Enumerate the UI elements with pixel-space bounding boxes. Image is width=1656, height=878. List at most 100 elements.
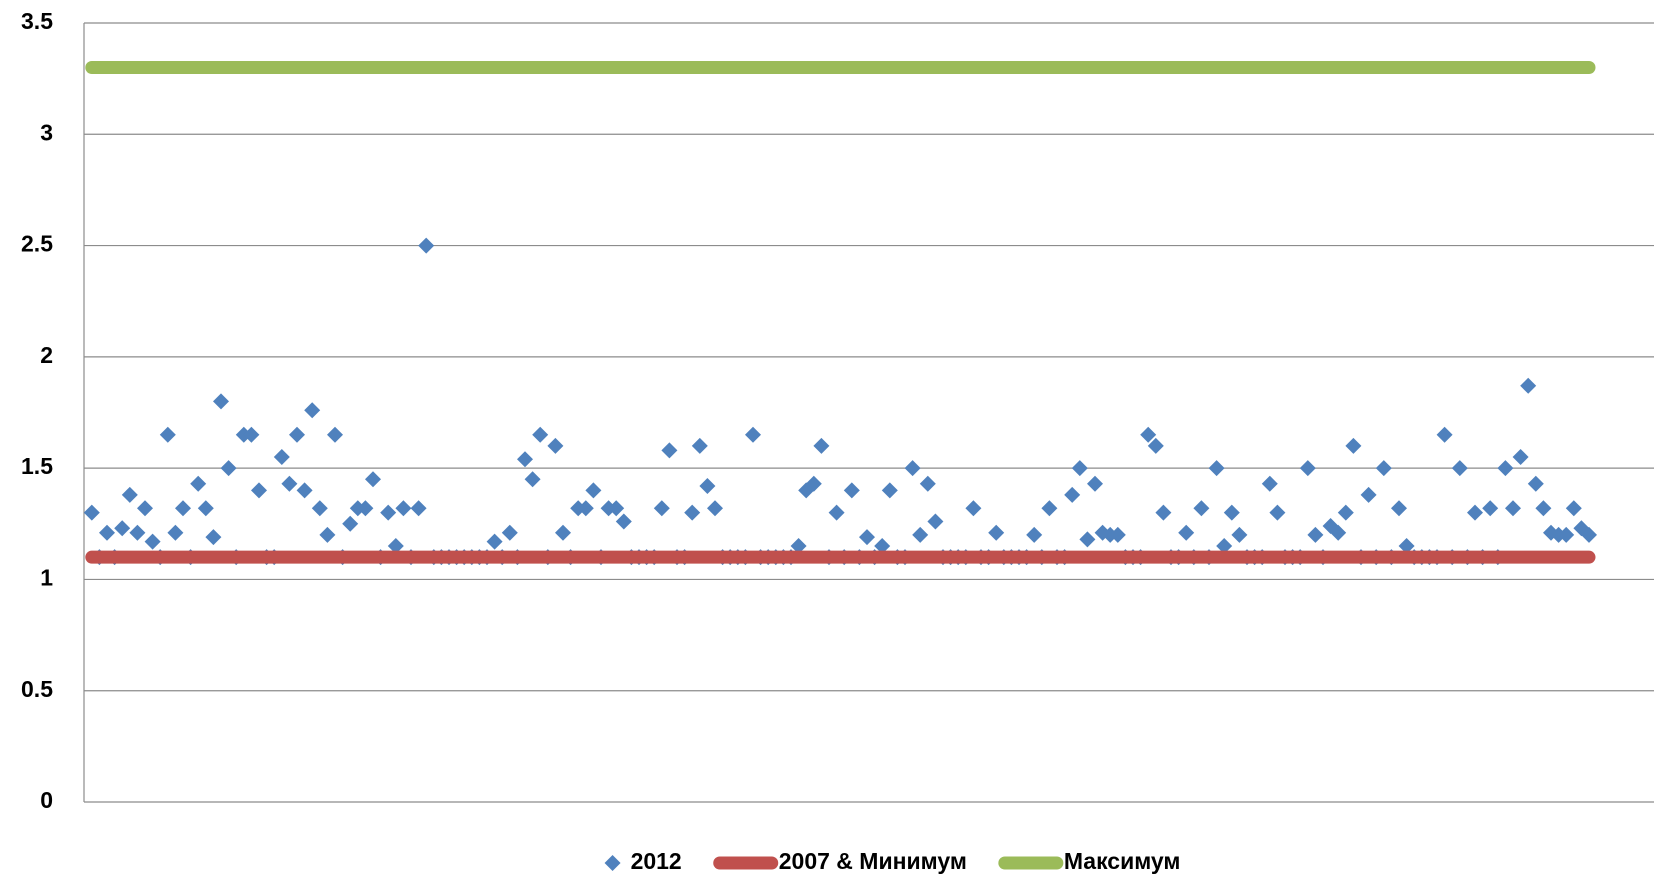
scatter-point xyxy=(585,482,602,499)
scatter-point xyxy=(1155,504,1172,521)
scatter-point xyxy=(342,515,359,532)
scatter-point xyxy=(83,504,100,521)
scatter-point xyxy=(395,500,412,517)
scatter-point xyxy=(555,524,571,541)
scatter-point xyxy=(220,460,237,477)
scatter-point xyxy=(1535,500,1552,517)
scatter-point xyxy=(1467,504,1483,521)
scatter-point xyxy=(144,533,161,550)
scatter-point xyxy=(874,538,891,555)
scatter-point xyxy=(1269,504,1286,521)
scatter-point xyxy=(904,460,921,477)
y-tick-label: 2.5 xyxy=(21,231,53,257)
scatter-point xyxy=(273,449,290,466)
scatter-point xyxy=(167,524,184,541)
scatter-point xyxy=(1109,526,1126,543)
scatter-point xyxy=(114,520,131,537)
scatter-point xyxy=(357,500,374,517)
scatter-point xyxy=(1261,475,1278,492)
scatter-point xyxy=(1026,526,1043,543)
scatter-point xyxy=(927,513,944,530)
scatter-point xyxy=(486,533,503,550)
scatter-point xyxy=(608,500,625,517)
scatter-point xyxy=(410,500,427,517)
scatter-point xyxy=(661,442,678,459)
scatter-point xyxy=(289,426,305,443)
scatter-point xyxy=(1345,437,1362,454)
scatter-point xyxy=(380,504,397,521)
scatter-point xyxy=(1178,524,1195,541)
scatter-point xyxy=(175,500,191,517)
scatter-point xyxy=(190,475,207,492)
y-tick-label: 0.5 xyxy=(21,676,53,702)
scatter-point xyxy=(1497,460,1514,477)
scatter-point xyxy=(1512,449,1529,466)
scatter-point xyxy=(387,538,404,555)
scatter-point xyxy=(1140,426,1157,443)
scatter-point xyxy=(881,482,898,499)
scatter-point xyxy=(1558,526,1575,543)
scatter-point xyxy=(790,538,807,555)
scatter-point xyxy=(1079,531,1096,548)
scatter-point xyxy=(1565,500,1582,517)
legend-swatch xyxy=(604,855,621,871)
legend-label: Максимум xyxy=(1064,848,1181,874)
scatter-point xyxy=(1527,475,1544,492)
scatter-point xyxy=(281,475,298,492)
y-tick-label: 1.5 xyxy=(21,453,53,479)
scatter-point xyxy=(197,500,214,517)
scatter-point xyxy=(919,475,936,492)
scatter-point xyxy=(653,500,670,517)
scatter-point xyxy=(159,426,176,443)
scatter-point xyxy=(1216,538,1233,555)
scatter-point xyxy=(912,526,929,543)
scatter-point xyxy=(1307,526,1324,543)
scatter-point xyxy=(251,482,267,499)
scatter-point xyxy=(547,437,564,454)
scatter-point xyxy=(1071,460,1088,477)
scatter-point xyxy=(1064,486,1081,503)
scatter-point xyxy=(1231,526,1248,543)
scatter-point xyxy=(1147,437,1164,454)
scatter-point xyxy=(1337,504,1354,521)
scatter-point xyxy=(517,451,533,468)
scatter-point xyxy=(1520,377,1537,394)
scatter-point xyxy=(1193,500,1210,517)
scatter-point xyxy=(828,504,845,521)
scatter-point xyxy=(129,524,146,541)
y-tick-label: 3 xyxy=(40,119,53,145)
scatter-point xyxy=(243,426,260,443)
scatter-point xyxy=(1581,526,1597,543)
scatter-point xyxy=(501,524,518,541)
scatter-point xyxy=(1398,538,1415,555)
scatter-point xyxy=(1505,500,1521,517)
scatter-point xyxy=(311,500,328,517)
scatter-point xyxy=(988,524,1005,541)
scatter-point xyxy=(1375,460,1392,477)
legend-label: 2007 & Минимум xyxy=(779,848,967,874)
scatter-point xyxy=(745,426,761,443)
scatter-point xyxy=(319,526,336,543)
scatter-point xyxy=(1436,426,1453,443)
scatter-point xyxy=(296,482,313,499)
scatter-point xyxy=(532,426,549,443)
scatter-point xyxy=(524,471,541,488)
scatter-point xyxy=(365,471,381,488)
scatter-point xyxy=(684,504,701,521)
scatter-point xyxy=(691,437,708,454)
scatter-point xyxy=(205,529,222,546)
scatter-point xyxy=(1360,486,1377,503)
scatter-point xyxy=(304,402,321,419)
y-tick-label: 1 xyxy=(40,565,53,591)
scatter-point xyxy=(965,500,982,517)
y-tick-label: 0 xyxy=(40,787,53,813)
scatter-point xyxy=(327,426,343,443)
scatter-point xyxy=(577,500,594,517)
scatter-point xyxy=(418,237,435,254)
scatter-point xyxy=(843,482,860,499)
scatter-point xyxy=(1223,504,1240,521)
scatter-point xyxy=(1330,524,1347,541)
scatter-point xyxy=(1041,500,1058,517)
scatter-point xyxy=(121,486,138,503)
